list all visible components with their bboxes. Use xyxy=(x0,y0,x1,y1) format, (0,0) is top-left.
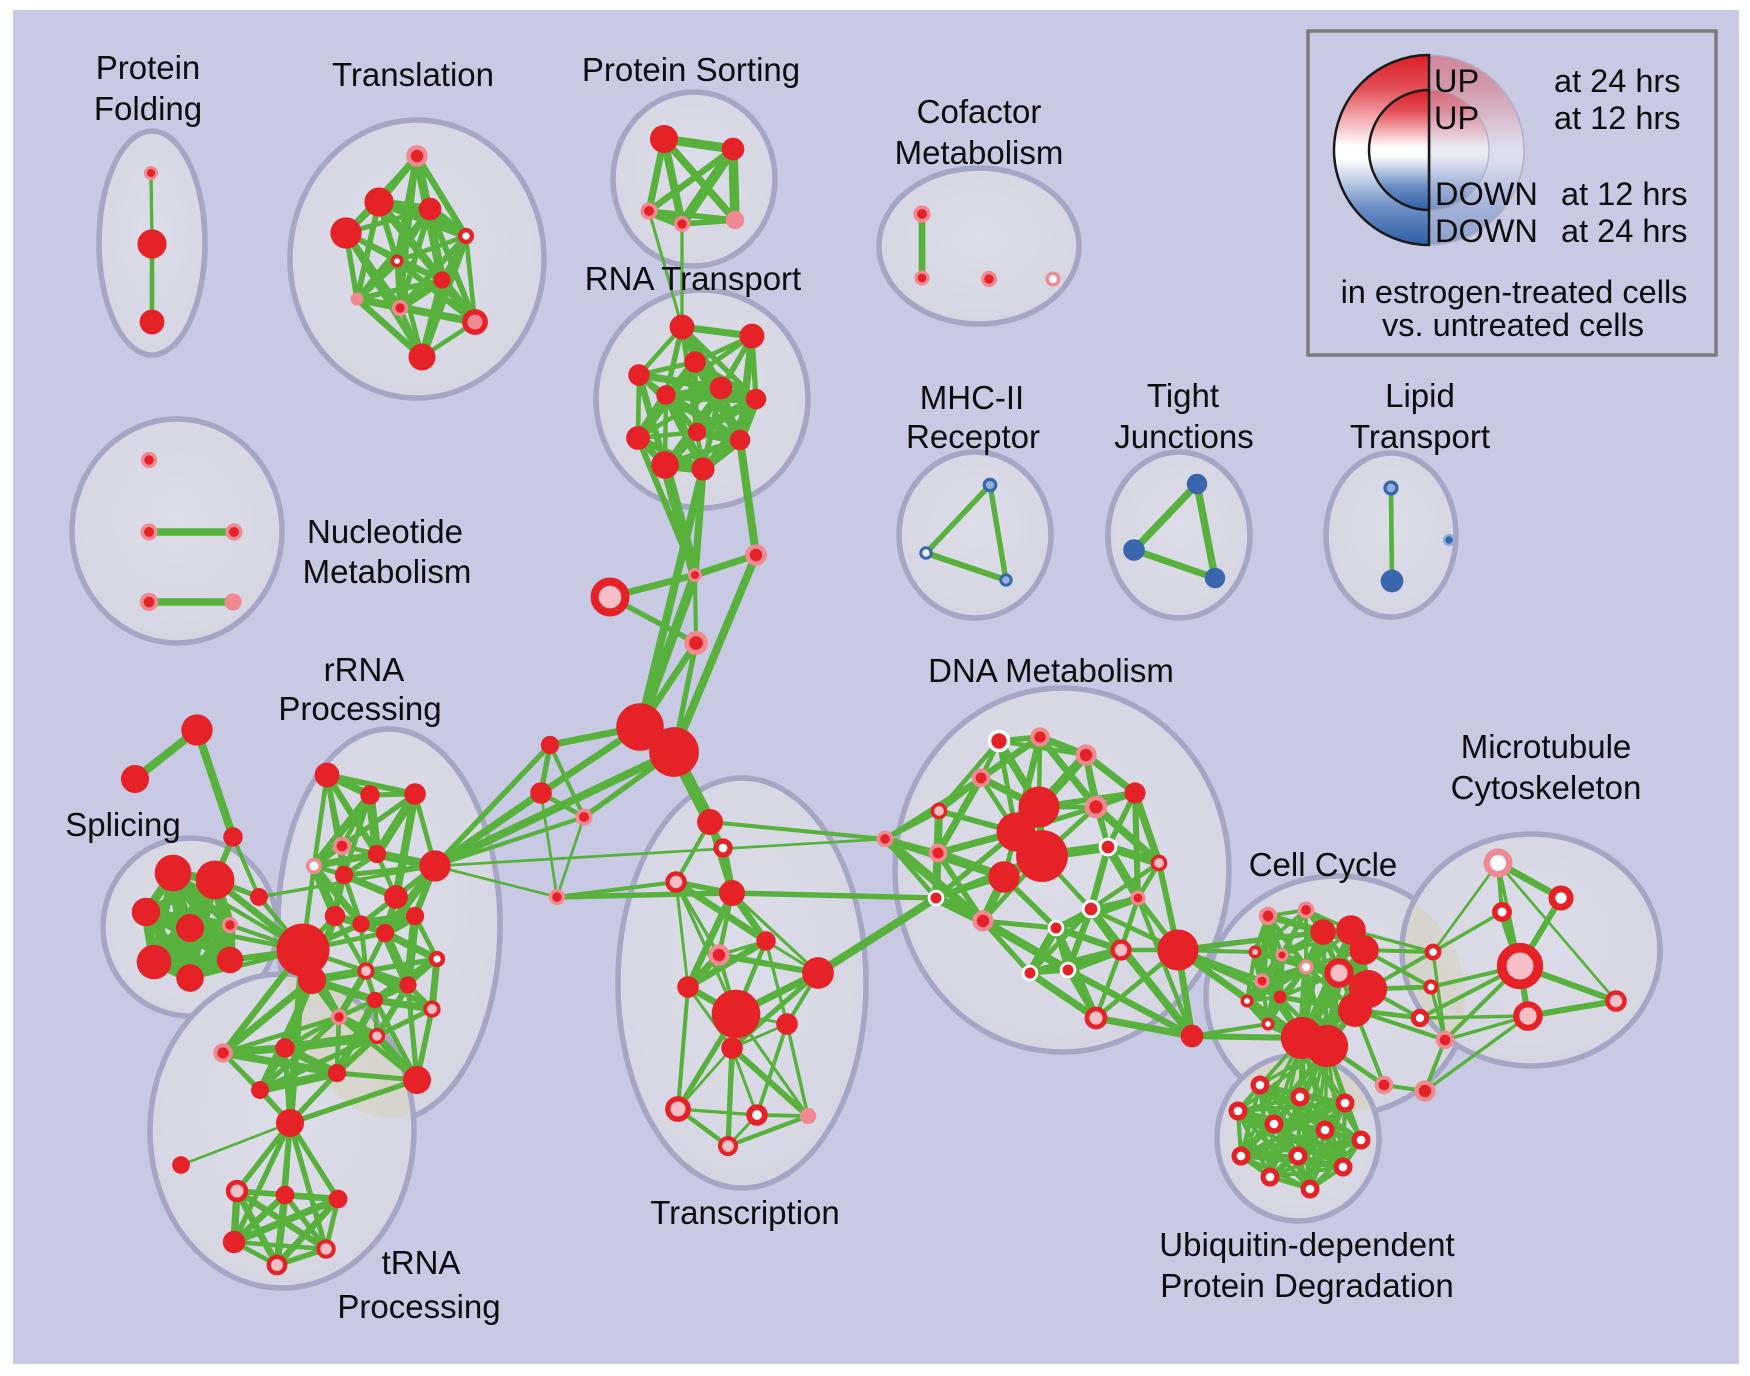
svg-text:Processing: Processing xyxy=(278,690,441,727)
svg-text:Transport: Transport xyxy=(1350,418,1490,455)
svg-text:at 24 hrs: at 24 hrs xyxy=(1561,213,1687,249)
svg-text:Ubiquitin-dependent: Ubiquitin-dependent xyxy=(1159,1226,1454,1263)
svg-text:Folding: Folding xyxy=(94,90,202,127)
svg-text:Tight: Tight xyxy=(1147,377,1219,414)
svg-text:Cofactor: Cofactor xyxy=(917,93,1042,130)
svg-text:Metabolism: Metabolism xyxy=(895,134,1064,171)
svg-text:at 12 hrs: at 12 hrs xyxy=(1554,100,1680,136)
svg-text:Splicing: Splicing xyxy=(65,806,181,843)
svg-text:RNA Transport: RNA Transport xyxy=(585,260,801,297)
svg-text:DNA Metabolism: DNA Metabolism xyxy=(928,652,1174,689)
svg-text:Processing: Processing xyxy=(337,1288,500,1325)
svg-text:DOWN: DOWN xyxy=(1435,176,1538,212)
svg-text:Protein Sorting: Protein Sorting xyxy=(582,51,800,88)
svg-text:UP: UP xyxy=(1434,100,1479,136)
svg-text:Translation: Translation xyxy=(332,56,494,93)
svg-text:Cell Cycle: Cell Cycle xyxy=(1249,846,1398,883)
svg-text:Transcription: Transcription xyxy=(650,1194,840,1231)
svg-text:Receptor: Receptor xyxy=(906,418,1040,455)
svg-text:Microtubule: Microtubule xyxy=(1461,728,1632,765)
svg-text:Metabolism: Metabolism xyxy=(303,553,472,590)
svg-text:MHC-II: MHC-II xyxy=(920,379,1024,416)
svg-text:vs. untreated cells: vs. untreated cells xyxy=(1382,307,1644,343)
svg-text:at 12 hrs: at 12 hrs xyxy=(1561,176,1687,212)
svg-text:rRNA: rRNA xyxy=(324,651,405,688)
svg-text:DOWN: DOWN xyxy=(1435,213,1538,249)
svg-text:Nucleotide: Nucleotide xyxy=(307,513,463,550)
svg-text:UP: UP xyxy=(1434,63,1479,99)
svg-text:at 24 hrs: at 24 hrs xyxy=(1554,63,1680,99)
svg-text:tRNA: tRNA xyxy=(382,1244,461,1281)
svg-text:Lipid: Lipid xyxy=(1385,377,1455,414)
svg-text:Protein: Protein xyxy=(96,49,201,86)
svg-text:Junctions: Junctions xyxy=(1114,418,1253,455)
svg-text:Protein Degradation: Protein Degradation xyxy=(1160,1267,1454,1304)
svg-text:Cytoskeleton: Cytoskeleton xyxy=(1451,769,1642,806)
svg-text:in estrogen-treated cells: in estrogen-treated cells xyxy=(1341,274,1688,310)
